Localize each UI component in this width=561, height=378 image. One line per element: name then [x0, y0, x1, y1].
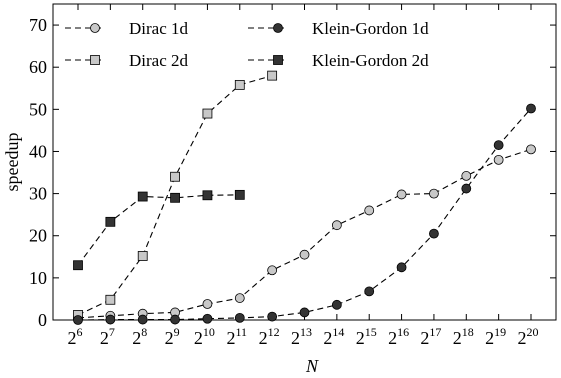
data-point-dirac-2d: [267, 70, 278, 81]
x-tick-label: 26: [68, 325, 83, 348]
data-point-klein-gordon-1d: [202, 313, 213, 324]
y-tick-label: 0: [38, 310, 47, 330]
data-point-dirac-1d: [364, 205, 375, 216]
data-point-dirac-1d: [526, 144, 536, 155]
data-point-klein-gordon-2d: [202, 190, 213, 201]
data-point-klein-gordon-2d: [234, 189, 245, 200]
x-tick-label: 215: [356, 325, 377, 348]
data-point-klein-gordon-2d: [73, 260, 83, 271]
legend-marker-klein-gordon-2d: [273, 55, 283, 65]
x-tick-label: 212: [259, 325, 280, 348]
x-tick-label: 211: [227, 325, 248, 348]
data-point-dirac-1d: [202, 299, 213, 309]
data-point-klein-gordon-1d: [396, 262, 407, 273]
data-point-dirac-1d: [267, 265, 278, 276]
x-tick-label: 27: [100, 325, 115, 348]
data-point-dirac-1d: [429, 188, 439, 199]
y-tick-label: 70: [29, 15, 47, 35]
series-markers: [73, 70, 536, 325]
legend-label-klein-gordon-1d: Klein-Gordon 1d: [312, 19, 429, 38]
data-point-klein-gordon-1d: [493, 140, 504, 151]
x-tick-label: 210: [194, 325, 215, 348]
y-tick-label: 60: [29, 57, 47, 77]
x-axis-label: N: [305, 356, 319, 376]
data-point-klein-gordon-1d: [429, 228, 439, 239]
x-tick-label: 214: [323, 325, 344, 348]
x-tick-label: 219: [485, 325, 506, 348]
data-point-dirac-2d: [137, 251, 148, 261]
x-tick-label: 28: [132, 325, 147, 348]
data-point-klein-gordon-1d: [364, 286, 375, 297]
legend: Dirac 1d Dirac 2d Klein-Gordon 1d Klein-Gor…: [65, 19, 429, 70]
legend-label-dirac-2d: Dirac 2d: [129, 51, 189, 70]
data-point-dirac-1d: [461, 171, 472, 181]
data-point-klein-gordon-2d: [137, 191, 148, 202]
legend-marker-dirac-1d: [90, 23, 100, 33]
axis-ticks: 0 10 20 30 40 50 60 70 26 27 28 29 210 211 212 213 214 21…: [29, 4, 556, 348]
x-tick-label: 217: [420, 325, 441, 348]
data-point-dirac-2d: [202, 108, 213, 119]
data-point-klein-gordon-1d: [170, 314, 180, 325]
series-line-klein-gordon-1d: [77, 108, 532, 321]
legend-label-klein-gordon-2d: Klein-Gordon 2d: [312, 51, 429, 70]
y-tick-label: 20: [29, 226, 47, 246]
data-point-dirac-2d: [170, 171, 180, 182]
y-tick-label: 40: [29, 141, 47, 161]
data-point-klein-gordon-1d: [73, 315, 83, 325]
data-point-dirac-1d: [396, 189, 407, 200]
x-tick-label: 213: [291, 325, 312, 348]
data-point-dirac-1d: [331, 220, 342, 231]
data-point-klein-gordon-1d: [234, 312, 245, 323]
data-point-klein-gordon-1d: [105, 314, 116, 325]
y-axis-label: speedup: [2, 133, 22, 192]
x-tick-label: 29: [165, 325, 180, 348]
x-tick-label: 218: [453, 325, 474, 348]
x-tick-label: 220: [518, 325, 539, 348]
y-tick-label: 30: [29, 184, 47, 204]
data-point-klein-gordon-1d: [461, 183, 472, 194]
legend-label-dirac-1d: Dirac 1d: [129, 19, 189, 38]
data-point-klein-gordon-2d: [170, 192, 180, 203]
data-point-klein-gordon-1d: [526, 103, 536, 114]
data-point-dirac-2d: [234, 79, 245, 90]
y-tick-label: 50: [29, 99, 47, 119]
data-point-klein-gordon-1d: [267, 311, 278, 322]
legend-marker-dirac-2d: [90, 55, 100, 65]
data-point-klein-gordon-1d: [137, 314, 148, 325]
data-point-dirac-1d: [234, 293, 245, 303]
data-point-dirac-2d: [105, 294, 116, 305]
data-point-dirac-1d: [493, 154, 504, 165]
data-point-klein-gordon-1d: [299, 307, 310, 318]
data-point-klein-gordon-1d: [331, 299, 342, 310]
legend-marker-klein-gordon-1d: [273, 23, 283, 33]
data-point-dirac-1d: [299, 249, 310, 260]
series-line-klein-gordon-2d: [77, 194, 240, 266]
y-tick-label: 10: [29, 268, 47, 288]
x-tick-label: 216: [388, 325, 409, 348]
data-point-klein-gordon-2d: [105, 216, 116, 227]
